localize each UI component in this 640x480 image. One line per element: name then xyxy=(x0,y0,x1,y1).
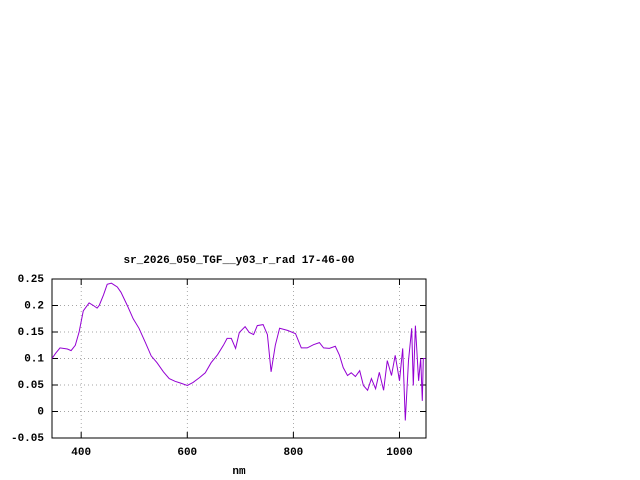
y-tick-label: 0.05 xyxy=(18,380,45,392)
y-tick-label: 0.1 xyxy=(24,353,44,365)
y-tick-label: 0.25 xyxy=(18,274,45,286)
data-line xyxy=(51,282,426,421)
y-tick-label: -0.05 xyxy=(11,433,44,445)
y-tick-label: 0.15 xyxy=(18,327,45,339)
chart-title: sr_2026_050_TGF__y03_r_rad 17-46-00 xyxy=(123,255,354,267)
x-tick-label: 1000 xyxy=(386,447,412,459)
x-tick-label: 400 xyxy=(71,447,91,459)
x-tick-label: 800 xyxy=(283,447,303,459)
y-tick-label: 0.2 xyxy=(24,300,44,312)
x-axis-label: nm xyxy=(232,466,246,478)
y-tick-label: 0 xyxy=(37,406,44,418)
x-tick-label: 600 xyxy=(177,447,197,459)
